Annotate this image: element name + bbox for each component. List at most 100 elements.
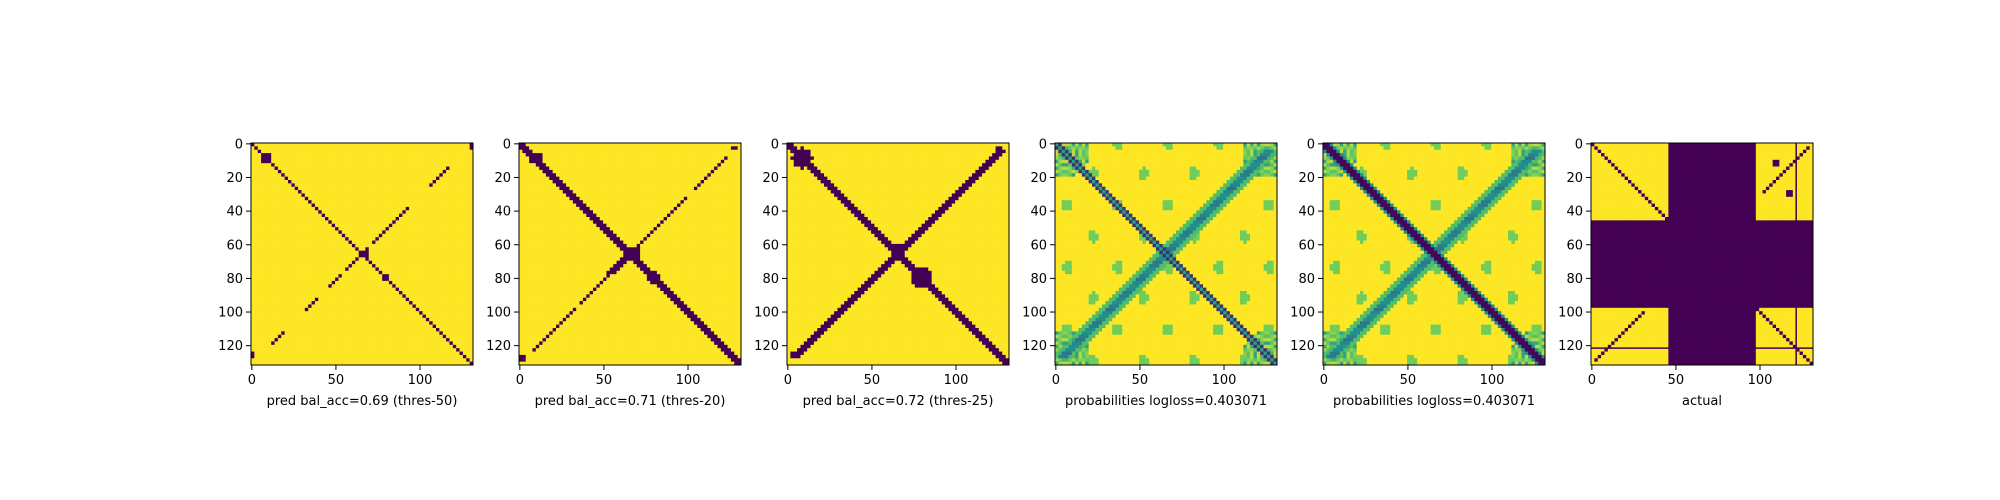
heatmap-cell [264, 257, 269, 262]
heatmap-cell [338, 227, 343, 231]
heatmap-cell [449, 156, 454, 161]
heatmap-cell [264, 159, 269, 164]
heatmap-cell [298, 294, 302, 299]
heatmap-cell [301, 354, 306, 359]
heatmap-cell [670, 149, 675, 154]
heatmap-cell [449, 143, 454, 147]
heatmap-cell [456, 254, 460, 258]
heatmap-cell [395, 291, 400, 295]
heatmap-cell [388, 331, 393, 336]
heatmap-cell [660, 166, 664, 171]
heatmap-cell [395, 183, 400, 188]
heatmap-cell [405, 307, 410, 312]
heatmap-cell [382, 314, 386, 319]
heatmap-cell [271, 301, 275, 305]
heatmap-cell [442, 169, 447, 174]
heatmap-cell [325, 186, 329, 191]
heatmap-cell [362, 210, 366, 214]
heatmap-cell [392, 341, 396, 346]
heatmap-cell [449, 267, 454, 272]
heatmap-cell [425, 220, 430, 225]
heatmap-cell [331, 250, 336, 255]
heatmap-cell [328, 156, 333, 161]
heatmap-cell [415, 317, 420, 322]
heatmap-cell [552, 169, 557, 174]
heatmap-cell [288, 230, 292, 235]
heatmap-cell [409, 321, 413, 325]
heatmap-cell [415, 183, 420, 188]
heatmap-cell [362, 277, 366, 282]
heatmap-cell [251, 186, 255, 191]
heatmap-cell [566, 163, 570, 167]
heatmap-cell [469, 210, 474, 214]
heatmap-cell [609, 163, 614, 167]
heatmap-cell [261, 149, 265, 154]
heatmap-cell [251, 193, 255, 198]
heatmap-cell [254, 247, 259, 251]
heatmap-cell [446, 254, 450, 258]
heatmap-cell [412, 180, 417, 184]
heatmap-cell [345, 307, 349, 312]
heatmap-cell [395, 230, 400, 235]
heatmap-cell [328, 243, 333, 248]
heatmap-cell [532, 146, 537, 151]
heatmap-cell [298, 156, 302, 161]
heatmap-cell [405, 200, 410, 204]
heatmap-cell [446, 146, 450, 151]
heatmap-cell [321, 280, 326, 285]
heatmap-cell [436, 243, 440, 248]
heatmap-cell [331, 183, 336, 188]
heatmap-cell [456, 183, 460, 188]
heatmap-cell [254, 210, 259, 214]
heatmap-cell [656, 143, 661, 147]
heatmap-cell [436, 227, 440, 231]
heatmap-cell [392, 193, 396, 198]
heatmap-cell [439, 331, 444, 336]
heatmap-cell [399, 233, 403, 238]
heatmap-cell [362, 237, 366, 241]
heatmap-cell [291, 176, 296, 181]
heatmap-cell [365, 230, 370, 235]
heatmap-cell [409, 264, 413, 268]
heatmap-cell [355, 361, 359, 366]
heatmap-cell [382, 270, 386, 275]
heatmap-cell [378, 217, 383, 221]
heatmap-cell [267, 146, 272, 151]
heatmap-cell [388, 237, 393, 241]
heatmap-cell [288, 321, 292, 325]
heatmap-cell [368, 210, 373, 214]
heatmap-cell [704, 159, 708, 164]
heatmap-cell [395, 314, 400, 319]
heatmap-cell [436, 267, 440, 272]
heatmap-cell [261, 344, 265, 349]
heatmap-cell [442, 311, 447, 315]
heatmap-cell [542, 149, 547, 154]
heatmap-cell [355, 301, 359, 305]
heatmap-cell [277, 213, 282, 218]
heatmap-cell [606, 153, 611, 157]
heatmap-cell [301, 338, 306, 342]
heatmap-cell [368, 311, 373, 315]
heatmap-cell [375, 217, 380, 221]
heatmap-cell [409, 358, 413, 362]
heatmap-cell [288, 344, 292, 349]
heatmap-cell [267, 254, 272, 258]
heatmap-cell [660, 156, 664, 161]
heatmap-cell [338, 294, 343, 299]
heatmap-cell [452, 206, 457, 211]
heatmap-cell [429, 344, 433, 349]
heatmap-cell [405, 291, 410, 295]
heatmap-cell [466, 213, 470, 218]
heatmap-cell [311, 354, 316, 359]
heatmap-cell [653, 146, 658, 151]
heatmap-cell [321, 348, 326, 352]
heatmap-cell [341, 149, 346, 154]
heatmap-cell [277, 210, 282, 214]
heatmap-cell [532, 173, 537, 177]
heatmap-cell [442, 217, 447, 221]
heatmap-cell [439, 344, 444, 349]
heatmap-cell [301, 169, 306, 174]
heatmap-cell [586, 163, 590, 167]
heatmap-cell [314, 351, 319, 356]
heatmap-cell [368, 213, 373, 218]
